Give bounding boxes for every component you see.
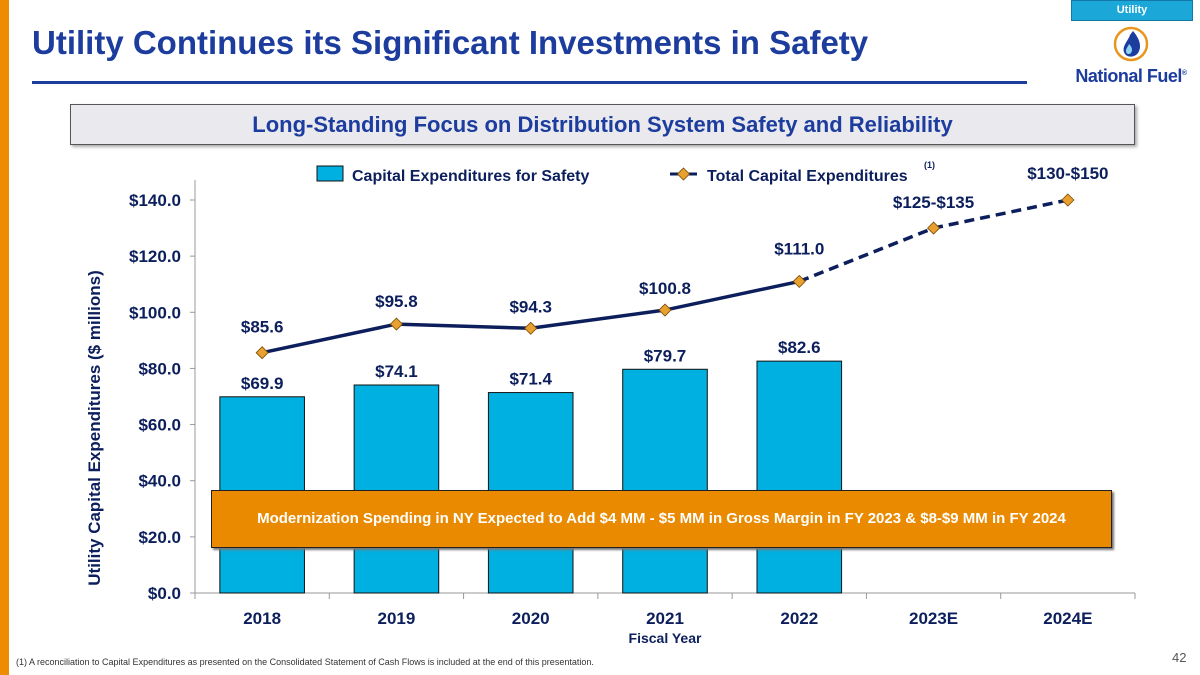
x-tick-label: 2019 <box>378 609 416 628</box>
line-label: $85.6 <box>241 318 284 337</box>
flame-icon <box>1113 26 1149 62</box>
line-label: $95.8 <box>375 292 418 311</box>
x-tick-label: 2018 <box>243 609 281 628</box>
total-capex-marker-2024E <box>1061 193 1075 207</box>
total-capex-projected-line <box>798 198 1069 284</box>
y-tick-label: $20.0 <box>138 528 181 547</box>
y-tick-label: $60.0 <box>138 416 181 435</box>
x-axis-title: Fiscal Year <box>629 630 702 646</box>
logo-name: National Fuel <box>1075 66 1182 86</box>
legend-superscript: (1) <box>924 160 935 170</box>
total-capex-marker-2022 <box>792 274 806 288</box>
page-number: 42 <box>1172 650 1187 665</box>
legend-label-safety: Capital Expenditures for Safety <box>352 168 589 185</box>
y-axis-title: Utility Capital Expenditures ($ millions… <box>85 270 104 586</box>
y-tick-label: $100.0 <box>129 303 181 322</box>
legend-label-total: Total Capital Expenditures <box>707 168 908 185</box>
line-label: $100.8 <box>639 279 691 298</box>
bar-safety-2022 <box>756 360 843 594</box>
y-tick-label: $0.0 <box>148 584 181 603</box>
bar-label: $74.1 <box>375 362 418 381</box>
legend-marker-total <box>676 167 691 181</box>
total-capex-marker-2020 <box>524 321 538 335</box>
line-label: $130-$150 <box>1027 164 1108 183</box>
line-label: $111.0 <box>774 239 824 258</box>
total-capex-line <box>261 279 800 355</box>
y-tick-label: $120.0 <box>129 247 181 266</box>
x-tick-label: 2024E <box>1043 609 1092 628</box>
y-tick-label: $40.0 <box>138 472 181 491</box>
bar-label: $71.4 <box>509 370 552 389</box>
total-capex-marker-2023E <box>927 221 941 235</box>
total-capex-marker-2021 <box>658 303 672 317</box>
line-label: $94.3 <box>509 297 552 316</box>
legend-swatch-safety <box>316 165 344 182</box>
company-logo: National Fuel® <box>1072 26 1190 96</box>
registered-mark: ® <box>1181 70 1187 77</box>
y-tick-label: $80.0 <box>138 359 181 378</box>
total-capex-marker-2018 <box>255 346 269 360</box>
logo-wordmark: National Fuel® <box>1072 66 1190 87</box>
bar-safety-2019 <box>353 384 440 594</box>
section-tag: Utility <box>1071 0 1193 21</box>
bar-label: $79.7 <box>644 346 687 365</box>
left-accent-bar <box>0 0 9 675</box>
bar-label: $69.9 <box>241 374 284 393</box>
bar-safety-2021 <box>622 368 708 594</box>
footnote: (1) A reconciliation to Capital Expendit… <box>16 657 594 667</box>
bar-label: $82.6 <box>778 338 821 357</box>
y-tick-label: $140.0 <box>129 191 181 210</box>
total-capex-marker-2019 <box>389 317 403 331</box>
x-tick-label: 2021 <box>646 609 684 628</box>
callout-box: Modernization Spending in NY Expected to… <box>211 490 1112 548</box>
chart-subtitle-banner: Long-Standing Focus on Distribution Syst… <box>70 104 1135 145</box>
x-tick-label: 2023E <box>909 609 958 628</box>
title-divider <box>32 81 1027 84</box>
line-label: $125-$135 <box>893 193 974 212</box>
x-tick-label: 2020 <box>512 609 550 628</box>
x-tick-label: 2022 <box>780 609 818 628</box>
page-title: Utility Continues its Significant Invest… <box>32 24 869 61</box>
